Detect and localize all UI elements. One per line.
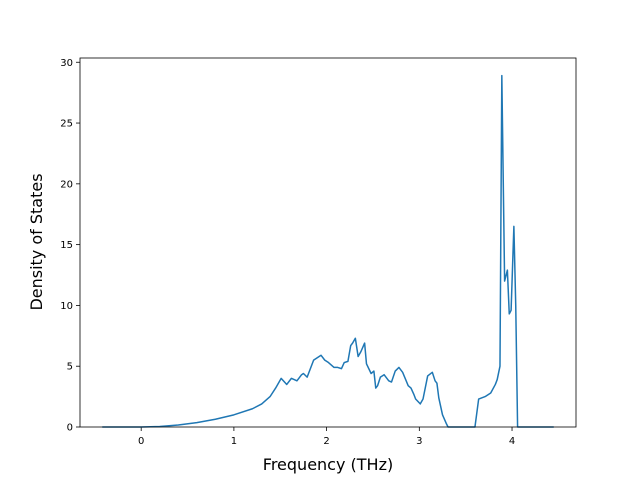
y-tick-label: 20 [60,179,73,190]
x-tick-label: 1 [231,436,237,447]
x-tick-label: 4 [509,436,515,447]
y-tick-label: 0 [67,423,73,434]
line [102,74,554,428]
x-tick-label: 0 [138,436,144,447]
x-axis-label: Frequency (THz) [263,455,393,474]
y-axis-label: Density of States [27,173,46,310]
y-tick-label: 15 [60,240,73,251]
plot-frame [79,57,577,428]
y-tick-label: 25 [60,119,73,130]
x-tick-label: 2 [323,436,329,447]
y-tick-label: 10 [60,301,73,312]
y-tick-label: 30 [60,58,73,69]
x-tick-label: 3 [416,436,422,447]
y-tick-label: 5 [67,362,73,373]
